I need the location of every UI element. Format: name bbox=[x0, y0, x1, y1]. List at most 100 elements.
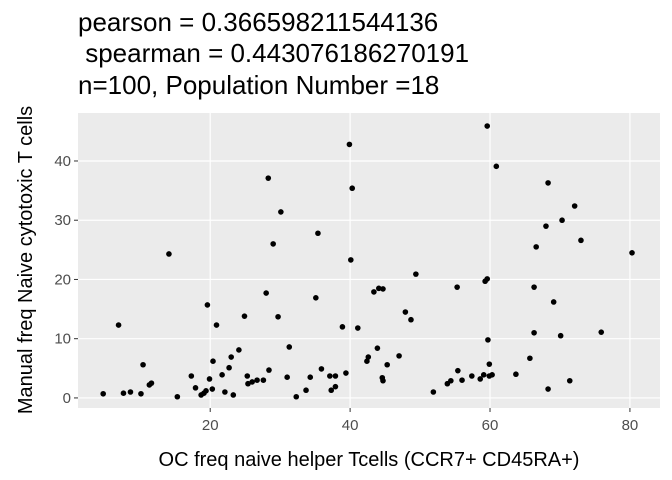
point bbox=[120, 390, 127, 396]
point bbox=[578, 237, 584, 244]
point bbox=[571, 203, 578, 209]
point bbox=[166, 251, 172, 257]
point bbox=[550, 299, 557, 305]
point bbox=[213, 322, 220, 328]
point bbox=[559, 217, 565, 224]
point bbox=[454, 284, 460, 290]
point bbox=[545, 180, 551, 186]
point bbox=[127, 389, 134, 395]
point bbox=[348, 257, 354, 263]
y-tick-label: 0 bbox=[63, 390, 71, 407]
point bbox=[489, 372, 495, 378]
x-tick-label: 60 bbox=[482, 417, 499, 434]
y-tick-label: 40 bbox=[54, 153, 71, 170]
title-line: spearman = 0.443076186270191 bbox=[78, 38, 469, 68]
point bbox=[263, 290, 269, 296]
point bbox=[598, 329, 605, 335]
point bbox=[484, 123, 491, 129]
point bbox=[286, 344, 293, 350]
point bbox=[313, 295, 319, 301]
point bbox=[192, 385, 199, 391]
point bbox=[455, 367, 461, 374]
plot-panel bbox=[78, 113, 660, 408]
point bbox=[343, 370, 349, 376]
point bbox=[328, 387, 335, 394]
point bbox=[222, 389, 228, 395]
point bbox=[260, 377, 267, 383]
point bbox=[278, 209, 284, 215]
point bbox=[527, 355, 533, 362]
point bbox=[236, 347, 242, 353]
point bbox=[513, 371, 519, 378]
point bbox=[241, 313, 248, 319]
point bbox=[219, 372, 225, 378]
point bbox=[413, 271, 419, 277]
title-line: pearson = 0.366598211544136 bbox=[78, 7, 438, 37]
point bbox=[327, 373, 333, 379]
point bbox=[140, 361, 146, 368]
point bbox=[284, 374, 290, 380]
point bbox=[629, 249, 635, 256]
point bbox=[480, 372, 487, 378]
point bbox=[315, 230, 321, 237]
point bbox=[210, 358, 216, 365]
y-tick-label: 30 bbox=[54, 212, 71, 229]
point bbox=[384, 361, 390, 368]
point bbox=[332, 383, 339, 390]
x-tick-label: 40 bbox=[342, 417, 359, 434]
point bbox=[374, 345, 381, 351]
point bbox=[244, 373, 251, 379]
point bbox=[375, 285, 382, 292]
point bbox=[355, 325, 361, 331]
point bbox=[371, 289, 377, 295]
point bbox=[174, 393, 181, 400]
point bbox=[206, 376, 213, 382]
point bbox=[245, 380, 251, 387]
point bbox=[566, 377, 573, 384]
point bbox=[533, 244, 539, 250]
point bbox=[303, 387, 309, 394]
point bbox=[486, 361, 493, 367]
point bbox=[254, 377, 260, 383]
point bbox=[448, 377, 454, 384]
point bbox=[249, 379, 255, 385]
point bbox=[346, 141, 353, 148]
point bbox=[402, 309, 409, 315]
point bbox=[484, 276, 491, 282]
point bbox=[204, 302, 211, 308]
point bbox=[531, 329, 537, 336]
x-tick-label: 80 bbox=[622, 417, 639, 434]
point bbox=[266, 367, 272, 373]
point bbox=[485, 337, 491, 343]
point bbox=[100, 390, 106, 397]
point bbox=[275, 313, 281, 320]
point bbox=[293, 393, 300, 400]
point bbox=[396, 353, 402, 359]
y-tick-label: 10 bbox=[54, 331, 71, 348]
point bbox=[148, 380, 155, 386]
point bbox=[543, 223, 549, 229]
point bbox=[226, 364, 232, 371]
point bbox=[188, 373, 195, 379]
point bbox=[459, 377, 465, 383]
title-line: n=100, Population Number =18 bbox=[78, 70, 439, 100]
point bbox=[531, 284, 537, 290]
point bbox=[493, 163, 500, 170]
point bbox=[339, 324, 346, 330]
point bbox=[408, 316, 414, 323]
point bbox=[380, 377, 386, 384]
point bbox=[545, 386, 551, 392]
y-axis-title: Manual freq Naive cytotoxic T cells bbox=[15, 106, 37, 414]
point bbox=[349, 185, 356, 192]
point bbox=[209, 386, 216, 392]
point bbox=[430, 389, 437, 395]
point bbox=[365, 354, 372, 360]
point bbox=[307, 374, 314, 380]
x-axis-title: OC freq naive helper Tcells (CCR7+ CD45R… bbox=[159, 449, 580, 471]
point bbox=[332, 373, 339, 379]
point bbox=[469, 373, 475, 379]
point bbox=[557, 332, 564, 339]
point bbox=[203, 388, 209, 394]
point bbox=[380, 286, 386, 292]
point bbox=[270, 241, 276, 247]
